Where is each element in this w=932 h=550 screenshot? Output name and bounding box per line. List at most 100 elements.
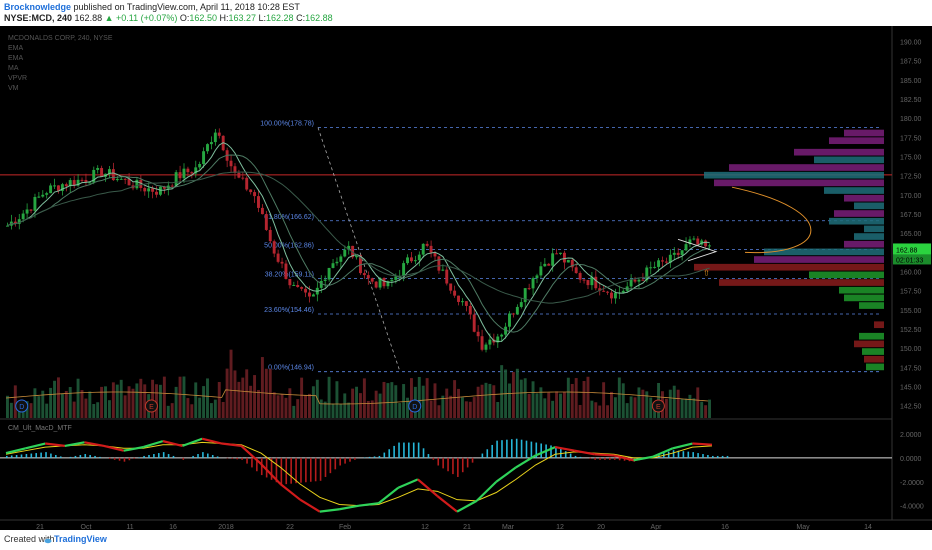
- macd-histogram-bar: [167, 454, 170, 458]
- macd-histogram-bar: [354, 457, 356, 460]
- macd-line-segment: [319, 508, 340, 513]
- price-tick-label: 157.50: [900, 289, 922, 296]
- candle-body: [13, 221, 17, 224]
- macd-histogram-bar: [383, 452, 386, 458]
- macd-histogram-bar: [251, 457, 253, 468]
- macd-histogram-bar: [15, 454, 18, 458]
- candle-body: [688, 239, 692, 245]
- volume-bar: [508, 383, 511, 418]
- macd-histogram-bar: [270, 457, 273, 480]
- volume-bar: [229, 349, 233, 418]
- volume-bar: [100, 386, 104, 418]
- volume-bar: [500, 365, 504, 418]
- volume-bar: [641, 389, 645, 418]
- volume-bar: [437, 405, 441, 418]
- volume-bar: [394, 385, 398, 418]
- candle-body: [500, 334, 504, 337]
- macd-line-segment: [652, 447, 674, 458]
- volume-profile-bar: [794, 148, 884, 156]
- volume-bar: [237, 381, 241, 418]
- macd-histogram-bar: [550, 445, 552, 458]
- time-tick-label: 12: [421, 524, 429, 530]
- volume-bar: [311, 386, 315, 418]
- macd-histogram-bar: [427, 454, 430, 458]
- legend-vm[interactable]: VM: [8, 85, 19, 92]
- candle-body: [370, 278, 374, 282]
- macd-histogram-bar: [118, 457, 121, 461]
- macd-line-segment: [358, 502, 379, 507]
- macd-histogram-bar: [207, 453, 209, 458]
- macd-line-segment: [417, 478, 439, 497]
- volume-bar: [225, 368, 229, 418]
- macd-histogram-bar: [515, 438, 518, 458]
- fib-level-label: 100.00%(178.78): [260, 121, 314, 128]
- author-link[interactable]: Brocknowledge: [4, 2, 72, 12]
- candle-body: [268, 229, 272, 242]
- legend-ema-1[interactable]: EMA: [8, 45, 24, 52]
- volume-bar: [6, 395, 9, 418]
- macd-histogram-bar: [128, 457, 131, 461]
- candle-body: [645, 267, 649, 281]
- macd-histogram-bar: [408, 442, 410, 458]
- candle-body: [629, 279, 633, 287]
- legend-ema-2[interactable]: EMA: [8, 55, 24, 62]
- macd-histogram-bar: [589, 457, 592, 459]
- volume-bar: [582, 381, 586, 418]
- price-tick-label: 147.50: [900, 365, 922, 372]
- macd-histogram-bar: [148, 454, 150, 458]
- volume-bar: [672, 385, 676, 418]
- candle-body: [704, 240, 708, 247]
- candle-body: [6, 225, 9, 227]
- volume-bar: [288, 388, 292, 418]
- volume-bar: [284, 397, 288, 418]
- candle-body: [260, 207, 264, 215]
- event-marker: [651, 399, 665, 413]
- up-arrow-icon: ⇧: [703, 269, 710, 278]
- volume-bar: [339, 403, 343, 418]
- volume-profile-bar: [834, 210, 884, 217]
- volume-bar: [382, 381, 386, 418]
- volume-bar: [527, 393, 531, 418]
- volume-bar: [531, 381, 535, 418]
- candle-body: [123, 178, 127, 180]
- countdown-tag: [893, 254, 931, 265]
- legend-vpvr[interactable]: VPVR: [8, 75, 28, 82]
- chart-canvas[interactable]: 190.00 187.50 185.00 182.50 180.00 177.50 175.…: [0, 26, 932, 530]
- candle-body: [437, 256, 441, 271]
- macd-histogram-bar: [692, 452, 694, 458]
- macd-line-segment: [594, 453, 615, 457]
- macd-histogram-bar: [677, 450, 680, 458]
- macd-histogram-bar: [324, 457, 327, 477]
- macd-line-segment: [123, 446, 144, 452]
- macd-histogram-bar: [412, 442, 415, 458]
- macd-histogram-bar: [30, 453, 33, 458]
- volume-bar: [253, 375, 257, 418]
- volume-bar: [362, 378, 366, 418]
- macd-histogram-bar: [726, 455, 729, 458]
- countdown-label: 02:01:33: [896, 257, 923, 264]
- candle-body: [111, 169, 115, 181]
- volume-bar: [680, 398, 684, 418]
- time-tick-label: 16: [169, 524, 177, 530]
- macd-histogram-bar: [442, 457, 444, 469]
- legend-ma[interactable]: MA: [8, 65, 19, 72]
- volume-bar: [606, 405, 610, 418]
- close-value: 162.88: [305, 13, 333, 23]
- macd-histogram-bar: [378, 455, 381, 458]
- volume-bar: [308, 393, 311, 418]
- candle-body: [468, 305, 472, 315]
- volume-bar: [390, 382, 394, 418]
- candle-body: [508, 313, 511, 327]
- macd-histogram-bar: [491, 444, 493, 458]
- volume-bar: [570, 383, 574, 418]
- high-label: H:: [219, 13, 229, 23]
- volume-bar: [88, 391, 92, 418]
- volume-bar: [186, 398, 190, 418]
- macd-line-segment: [279, 483, 301, 501]
- macd-title[interactable]: CM_Ult_MacD_MTF: [8, 425, 72, 432]
- macd-line-segment: [240, 445, 262, 465]
- candle-body: [559, 252, 562, 254]
- candle-body: [72, 180, 76, 186]
- candle-body: [409, 257, 413, 262]
- tradingview-brand[interactable]: TradingView: [54, 534, 107, 544]
